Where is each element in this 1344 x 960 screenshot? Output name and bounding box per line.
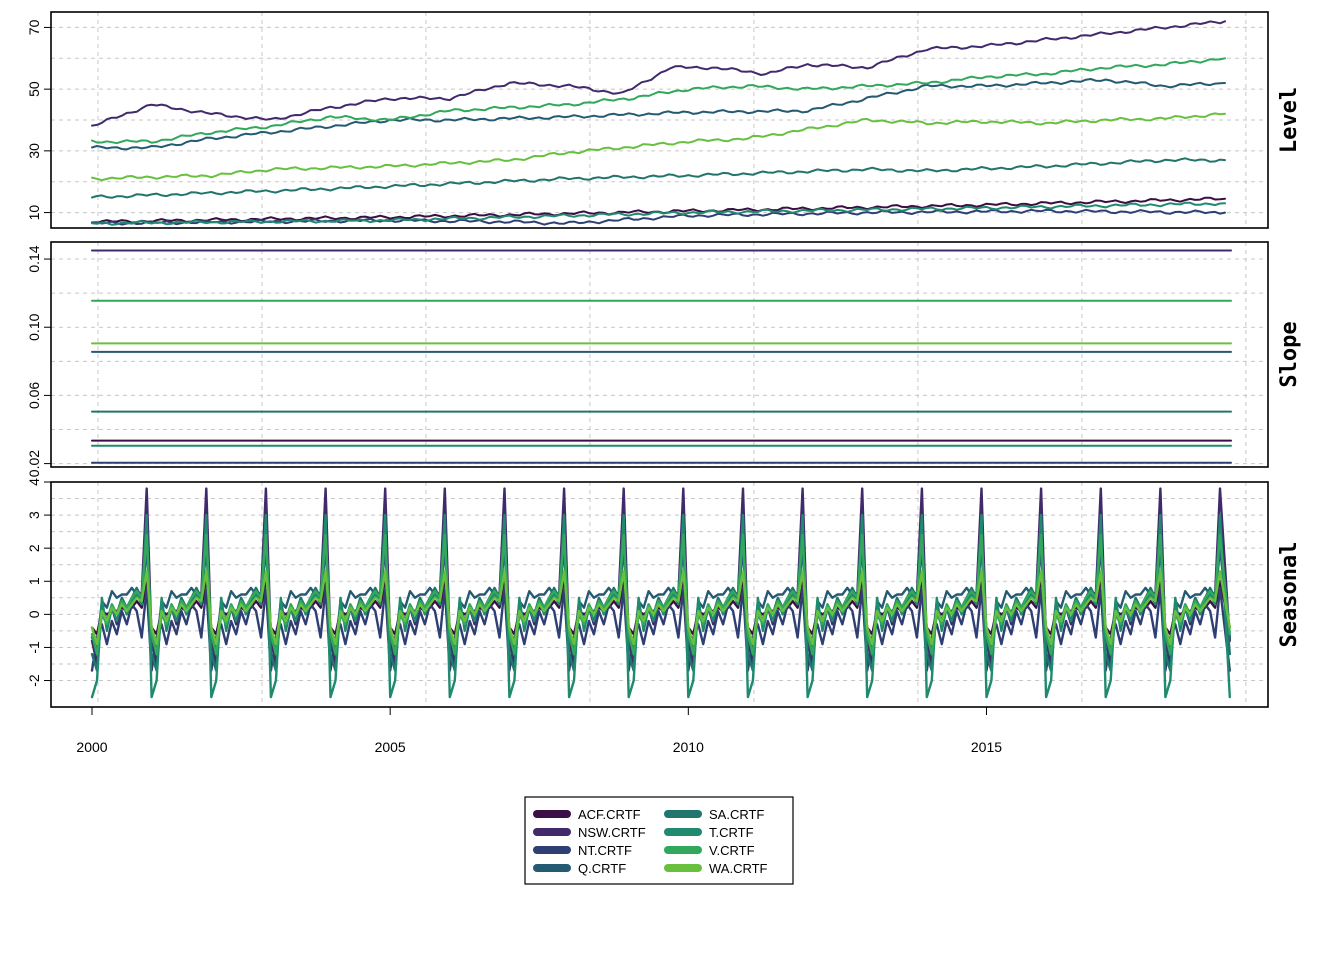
series-line-q-crtf	[91, 78, 1226, 151]
y-tick-label: 10	[26, 205, 42, 221]
legend-label-nt-crtf: NT.CRTF	[578, 843, 632, 858]
panel-label-seasonal: Seasonal	[1277, 542, 1302, 648]
y-axis-slope: 0.02 0.06 0.10 0.14	[26, 245, 51, 477]
y-tick-label: 4	[26, 478, 42, 486]
panel-label-level: Level	[1277, 87, 1302, 153]
panel-label-slope: Slope	[1277, 321, 1302, 387]
y-tick-label: 3	[26, 511, 42, 519]
series-group-slope	[91, 249, 1232, 464]
y-tick-label: -2	[26, 674, 42, 687]
y-tick-label: 0.06	[26, 382, 42, 409]
y-tick-label: 50	[26, 81, 42, 97]
series-line-v-crtf	[91, 57, 1226, 145]
legend-label-v-crtf: V.CRTF	[709, 843, 755, 858]
x-tick-label: 2010	[673, 739, 704, 755]
grid-slope	[51, 242, 1268, 467]
x-tick-label: 2015	[971, 739, 1002, 755]
panel-seasonal: -2 -1 0 1 2 3 4 Seasonal	[26, 478, 1302, 708]
legend-label-sa-crtf: SA.CRTF	[709, 807, 764, 822]
panel-frame	[50, 11, 1269, 229]
x-tick-label: 2005	[375, 739, 406, 755]
series-line-nsw-crtf	[91, 20, 1226, 127]
legend-label-nsw-crtf: NSW.CRTF	[578, 825, 646, 840]
series-line-sa-crtf	[91, 157, 1226, 199]
x-axis: 2000 2005 2010 2015	[76, 707, 1002, 755]
x-tick-label: 2000	[76, 739, 107, 755]
legend-label-t-crtf: T.CRTF	[709, 825, 754, 840]
y-axis-seasonal: -2 -1 0 1 2 3 4	[26, 478, 51, 687]
y-tick-label: 1	[26, 577, 42, 585]
y-tick-label: 70	[26, 19, 42, 35]
y-axis-level: 10 30 50 70	[26, 19, 51, 220]
y-tick-label: 0.14	[26, 245, 42, 272]
panel-frame	[50, 241, 1269, 468]
y-tick-label: -1	[26, 641, 42, 654]
y-tick-label: 0.02	[26, 450, 42, 477]
y-tick-label: 2	[26, 544, 42, 552]
series-line-nt-crtf	[90, 586, 1231, 672]
series-line-t-crtf	[91, 201, 1226, 226]
y-tick-label: 0.10	[26, 313, 42, 340]
series-line-wa-crtf	[90, 570, 1231, 646]
legend-label-acf-crtf: ACF.CRTF	[578, 807, 641, 822]
legend: ACF.CRTF NSW.CRTF NT.CRTF Q.CRTF SA.CRTF T.CR…	[524, 796, 794, 885]
panel-frame	[50, 481, 1269, 708]
series-group-seasonal	[90, 487, 1231, 699]
panel-level: 10 30 50 70 Level	[26, 11, 1302, 229]
panel-slope: 0.02 0.06 0.10 0.14 Slope	[26, 241, 1302, 477]
chart-panels: 10 30 50 70 Level 0.02 0.06 0.10 0.14 Slope -2 -1 0 1…	[26, 11, 1302, 708]
legend-label-wa-crtf: WA.CRTF	[709, 861, 768, 876]
legend-label-q-crtf: Q.CRTF	[578, 861, 626, 876]
y-tick-label: 30	[26, 143, 42, 159]
y-tick-label: 0	[26, 610, 42, 618]
series-line-wa-crtf	[91, 112, 1226, 182]
series-group-level	[91, 20, 1226, 226]
